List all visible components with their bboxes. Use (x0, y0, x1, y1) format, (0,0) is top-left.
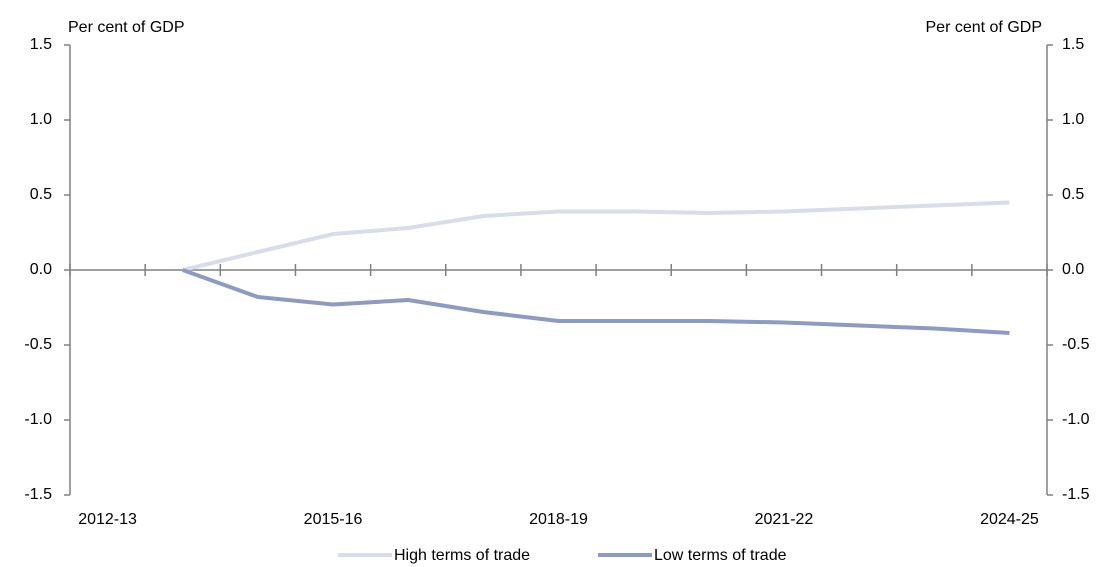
y-tick-label: -0.5 (24, 336, 52, 353)
y2-tick-label: -1.0 (1062, 411, 1090, 428)
x-tick-label: 2018-19 (529, 511, 588, 528)
y2-tick-label: -1.5 (1062, 486, 1090, 503)
y-tick-label: 0.5 (30, 186, 52, 203)
x-tick-label: 2021-22 (755, 511, 814, 528)
series-line (182, 200, 1010, 272)
x-tick-label: 2015-16 (304, 511, 363, 528)
y-tick-label: 1.5 (30, 36, 52, 53)
y-tick-label: 1.0 (30, 111, 52, 128)
y-tick-label: -1.5 (24, 486, 52, 503)
y-tick-label: -1.0 (24, 411, 52, 428)
y2-tick-label: 1.0 (1062, 111, 1084, 128)
y2-tick-label: 0.5 (1062, 186, 1084, 203)
y2-tick-label: 1.5 (1062, 36, 1084, 53)
series-line (182, 268, 1010, 335)
x-tick-label: 2024-25 (980, 511, 1039, 528)
y2-tick-label: 0.0 (1062, 261, 1084, 278)
legend-label: High terms of trade (394, 547, 530, 564)
y-axis-label: Per cent of GDP (68, 19, 185, 36)
x-tick-label: 2012-13 (78, 511, 137, 528)
legend-label: Low terms of trade (654, 547, 787, 564)
y2-axis-label: Per cent of GDP (926, 19, 1043, 36)
y2-tick-label: -0.5 (1062, 336, 1090, 353)
y-tick-label: 0.0 (30, 261, 52, 278)
